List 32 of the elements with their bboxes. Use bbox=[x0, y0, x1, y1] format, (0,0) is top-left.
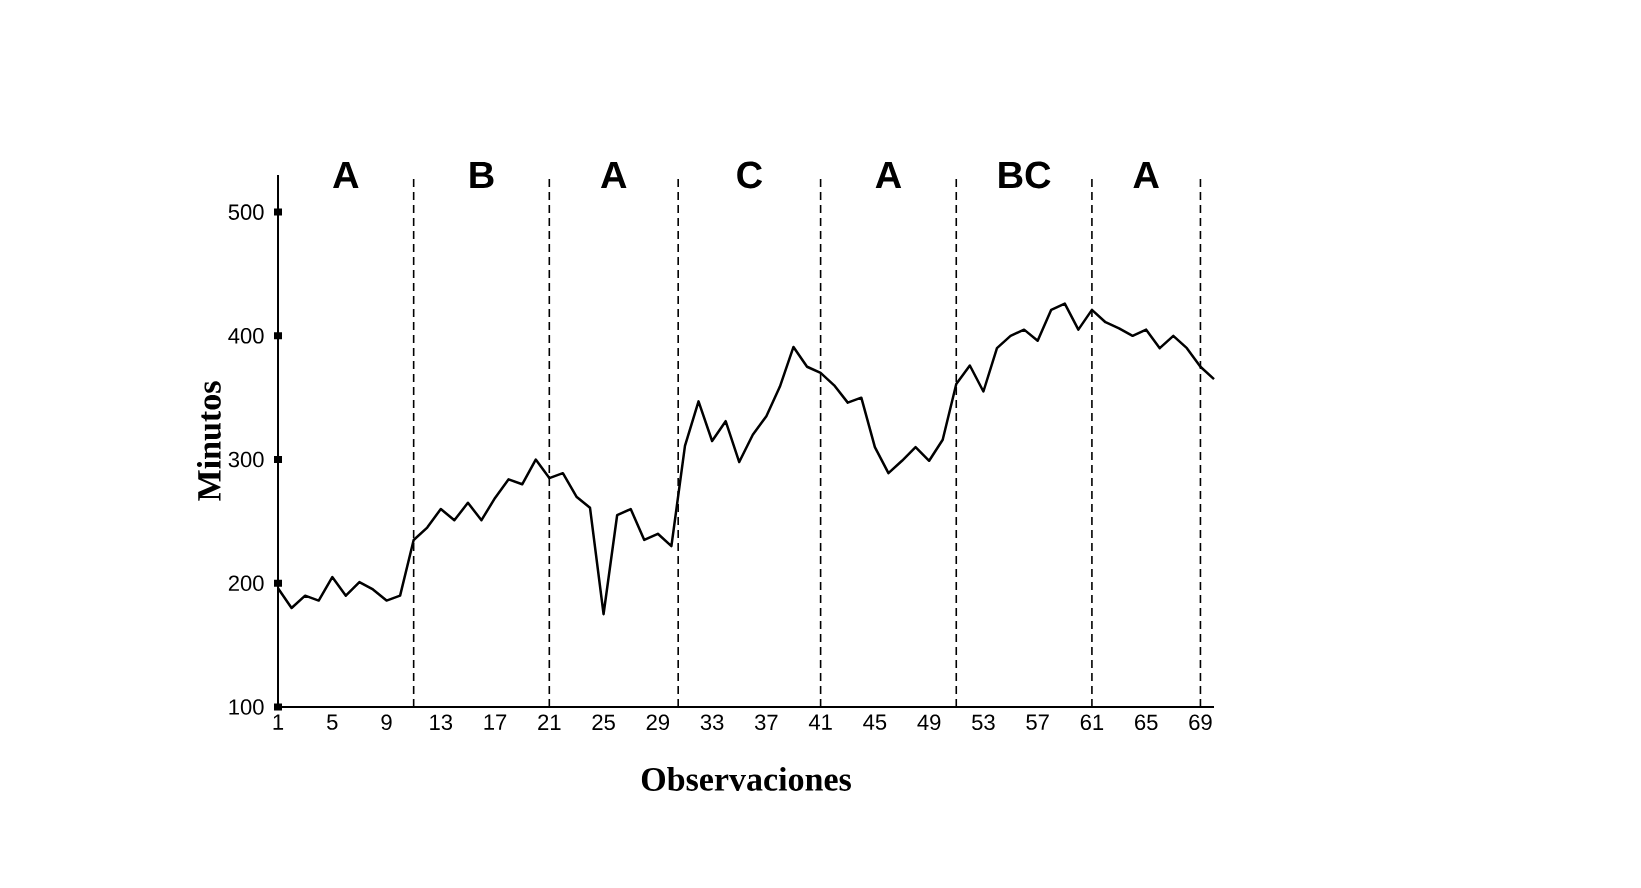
x-tick-label: 53 bbox=[972, 714, 995, 731]
x-tick-label: 13 bbox=[430, 714, 453, 731]
x-tick-label: 65 bbox=[1135, 714, 1158, 731]
annotation: BC bbox=[999, 161, 1051, 189]
annotation: C bbox=[737, 161, 763, 189]
y-tick-label: 400 bbox=[228, 328, 264, 344]
x-tick-label: 45 bbox=[863, 714, 887, 730]
x-tick-label: 29 bbox=[646, 714, 670, 731]
y-tick-label: 200 bbox=[228, 575, 264, 592]
annotation: A bbox=[600, 161, 627, 189]
annotation: A bbox=[875, 161, 902, 189]
annotation: A bbox=[1133, 161, 1159, 189]
x-tick-label: 9 bbox=[381, 714, 392, 731]
x-tick-label: 57 bbox=[1026, 714, 1049, 730]
x-tick-label: 37 bbox=[754, 714, 778, 731]
x-tick-label: 41 bbox=[808, 714, 832, 730]
annotation: A bbox=[333, 161, 359, 189]
x-tick-label: 17 bbox=[484, 714, 507, 730]
x-axis-title: Observaciones bbox=[641, 766, 851, 791]
y-tick-label: 300 bbox=[228, 451, 264, 468]
y-tick-label: 100 bbox=[229, 699, 264, 715]
x-tick-label: 33 bbox=[700, 714, 724, 731]
x-tick-label: 25 bbox=[592, 714, 615, 731]
x-tick-label: 1 bbox=[273, 714, 284, 730]
x-tick-label: 49 bbox=[917, 714, 941, 731]
x-tick-label: 5 bbox=[327, 714, 338, 730]
y-tick-label: 500 bbox=[228, 204, 264, 220]
x-tick-label: 61 bbox=[1080, 714, 1104, 731]
annotation: B bbox=[470, 161, 494, 189]
y-axis-title: Minutos bbox=[196, 381, 221, 501]
x-tick-label: 69 bbox=[1189, 714, 1212, 731]
x-tick-label: 21 bbox=[538, 714, 561, 730]
